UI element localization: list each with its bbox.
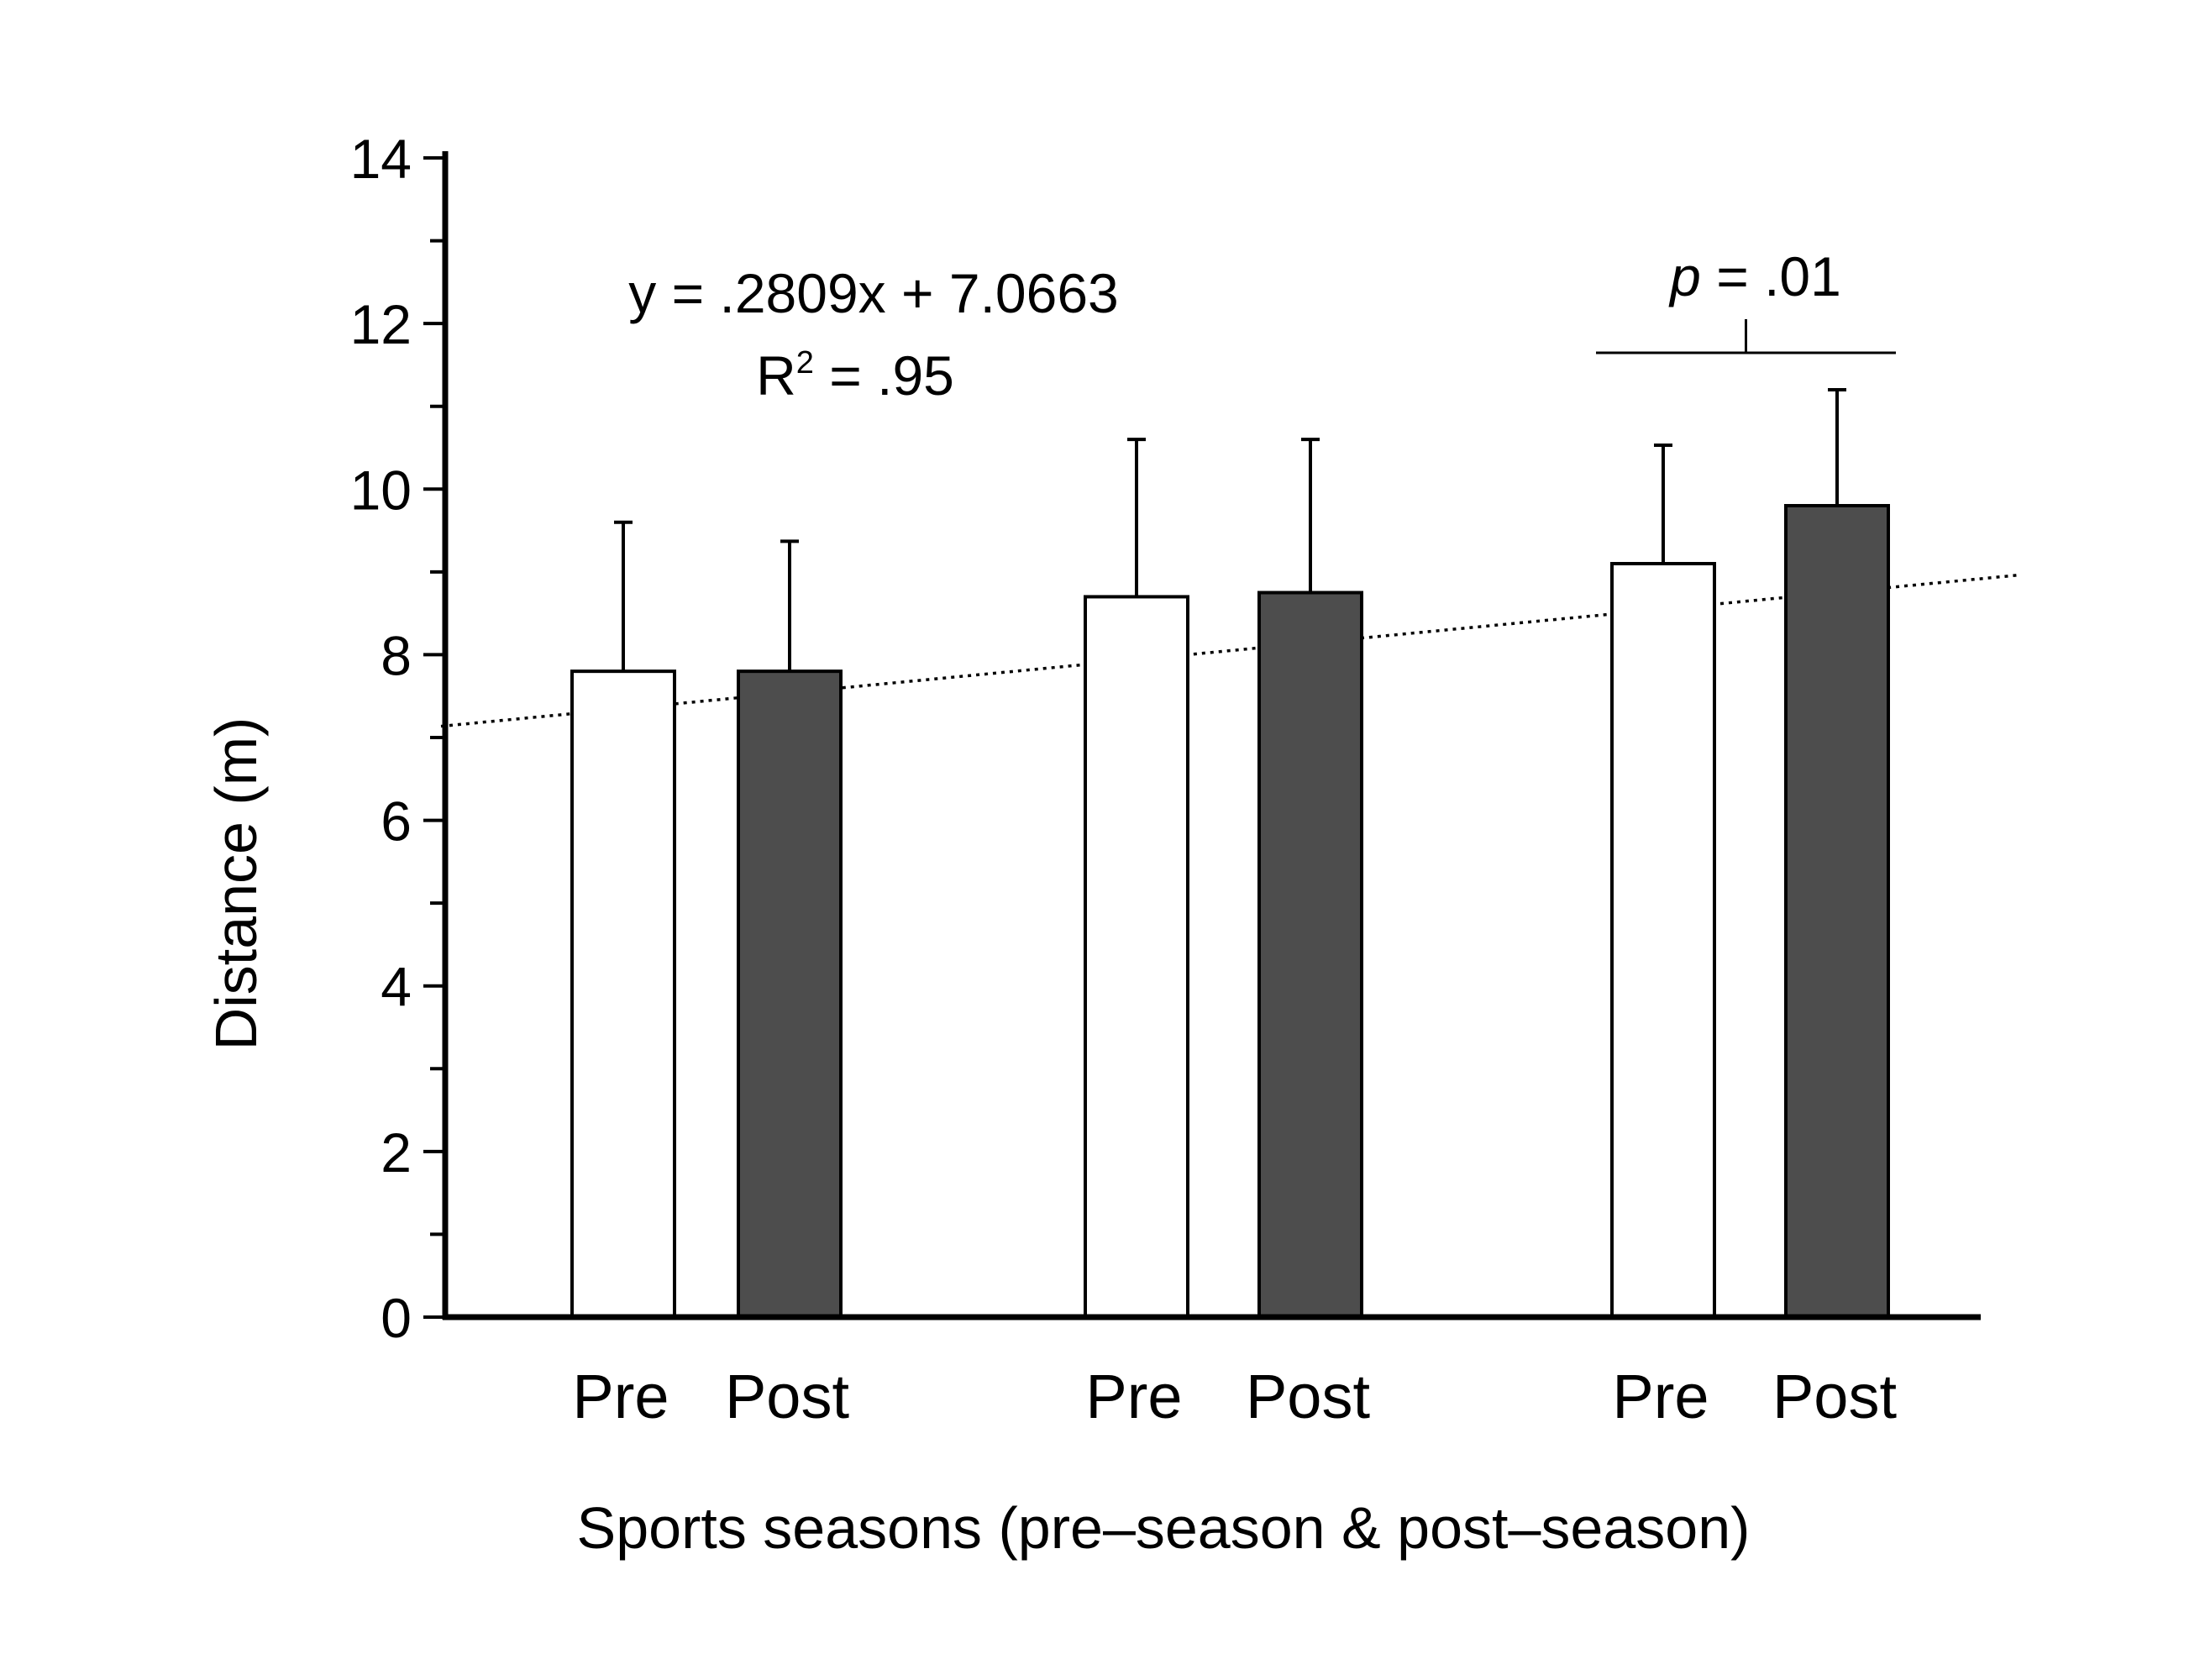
y-tick-label: 0 — [381, 1287, 412, 1349]
category-label: Pre — [572, 1362, 669, 1431]
y-tick-label: 2 — [381, 1121, 412, 1184]
x-axis-title: Sports seasons (pre–season & post–season… — [577, 1495, 1751, 1561]
category-label: Post — [725, 1362, 850, 1431]
p-value-label: p = .01 — [1668, 245, 1841, 307]
bars-layer — [570, 388, 1890, 1319]
category-label: Post — [1772, 1362, 1898, 1431]
r-squared-label: R2 = .95 — [756, 344, 954, 407]
y-tick-label: 6 — [381, 790, 412, 853]
bar — [570, 669, 676, 1319]
y-tick-label: 8 — [381, 624, 412, 686]
y-ticks-layer: 0 2 4 6 8 10 12 14 — [350, 128, 445, 1349]
y-tick-label: 14 — [350, 128, 412, 190]
y-axis-title: Distance (m) — [203, 717, 269, 1051]
significance-bracket — [1596, 319, 1896, 354]
trendline — [440, 573, 2021, 728]
category-label: Pre — [1085, 1362, 1182, 1431]
category-labels-layer: Pre Post Pre Post Pre Post — [572, 1362, 1897, 1431]
bar — [1784, 504, 1890, 1319]
trendline-equation: y = .2809x + 7.0663 — [628, 262, 1118, 324]
y-tick-label: 10 — [350, 459, 412, 521]
y-tick-label: 12 — [350, 293, 412, 355]
y-tick-label: 4 — [381, 956, 412, 1018]
bar — [737, 669, 843, 1319]
trendline-layer — [440, 573, 2021, 728]
category-label: Post — [1246, 1362, 1371, 1431]
category-label: Pre — [1612, 1362, 1709, 1431]
bar — [1084, 595, 1189, 1319]
bar — [1257, 591, 1363, 1319]
axes-layer — [442, 151, 1981, 1320]
bar — [1610, 562, 1716, 1319]
